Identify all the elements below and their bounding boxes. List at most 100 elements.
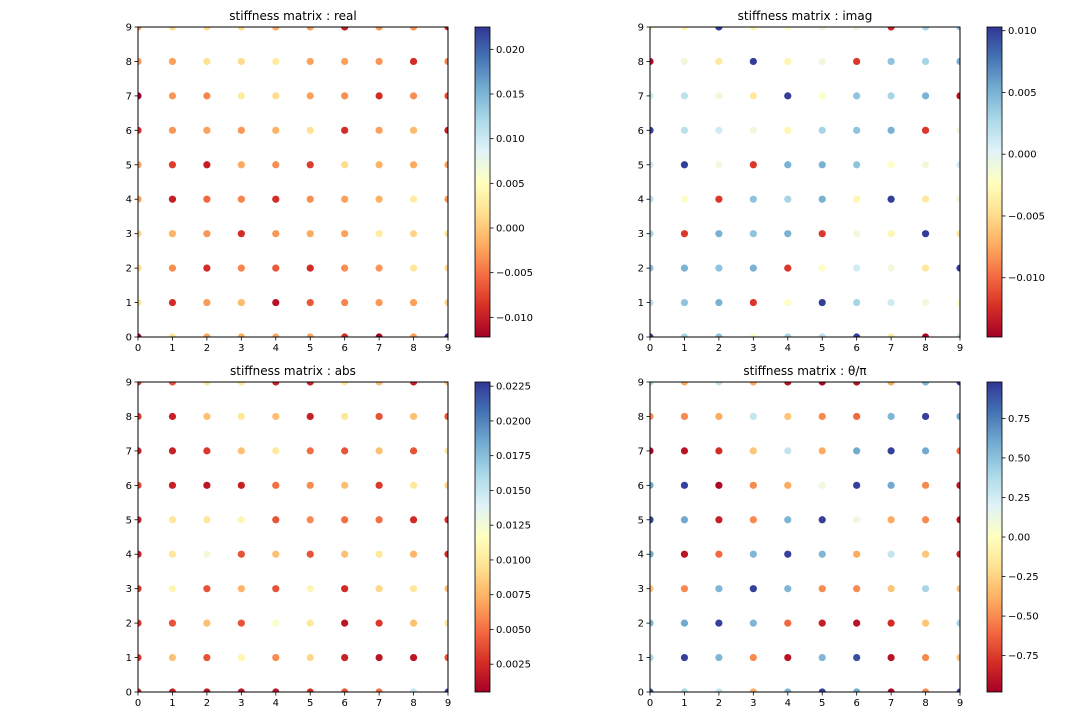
data-point	[341, 653, 349, 662]
data-point	[168, 653, 177, 662]
x-tick-label: 0	[135, 343, 141, 354]
data-point	[138, 447, 142, 455]
colorbar	[474, 26, 491, 338]
y-tick-label: 0	[126, 688, 132, 699]
data-point	[375, 333, 383, 337]
data-point	[168, 195, 177, 203]
data-point	[138, 550, 142, 558]
data-point	[375, 161, 383, 169]
y-tick-label: 5	[126, 515, 132, 526]
data-point	[444, 688, 448, 692]
data-point	[306, 230, 314, 238]
x-tick-label: 6	[341, 343, 347, 354]
data-point	[203, 412, 211, 421]
data-point	[341, 57, 349, 66]
data-point	[341, 27, 349, 31]
x-tick-label: 4	[785, 698, 791, 709]
data-point	[887, 382, 895, 386]
data-point	[680, 298, 689, 307]
x-tick-label: 0	[647, 343, 653, 354]
data-point	[237, 447, 245, 455]
data-point	[306, 447, 314, 455]
x-tick-label: 8	[410, 698, 416, 709]
data-point	[853, 264, 861, 272]
colorbar-tick-label: −0.005	[496, 268, 533, 279]
y-tick-label: 3	[638, 229, 644, 240]
x-tick-label: 0	[135, 698, 141, 709]
data-point	[341, 126, 349, 134]
data-point	[715, 264, 723, 272]
data-point	[650, 447, 654, 455]
data-point	[203, 195, 211, 203]
data-point	[306, 585, 314, 593]
data-point	[168, 516, 177, 524]
data-point	[237, 653, 245, 662]
data-point	[237, 298, 245, 307]
data-point	[203, 57, 211, 66]
data-point	[680, 516, 689, 524]
data-point	[306, 161, 314, 169]
data-point	[715, 57, 723, 66]
data-point	[887, 688, 895, 692]
data-point	[306, 57, 314, 66]
colorbar	[986, 26, 1003, 338]
data-point	[341, 585, 349, 593]
data-point	[237, 92, 245, 100]
data-point	[818, 195, 826, 203]
data-point	[409, 481, 418, 489]
data-point	[375, 619, 383, 627]
data-point	[341, 92, 349, 100]
y-tick-label: 6	[126, 126, 132, 137]
y-tick-label: 2	[638, 264, 644, 275]
y-tick-label: 7	[638, 446, 644, 457]
data-point	[650, 481, 654, 489]
data-point	[650, 126, 654, 134]
data-point	[168, 619, 177, 627]
y-tick-label: 2	[126, 264, 132, 275]
data-point	[784, 447, 792, 455]
data-point	[784, 585, 792, 593]
data-point	[650, 264, 654, 272]
data-point	[887, 161, 895, 169]
data-point	[272, 264, 280, 272]
data-point	[921, 688, 930, 692]
data-point	[375, 447, 383, 455]
data-point	[956, 688, 960, 692]
x-tick-label: 1	[681, 698, 687, 709]
y-tick-label: 2	[638, 619, 644, 630]
data-point	[272, 27, 280, 31]
colorbar-tick-label: −0.005	[1008, 211, 1045, 222]
data-point	[749, 382, 757, 386]
data-point	[203, 298, 211, 307]
data-point	[887, 653, 895, 662]
colorbar-tick-label: 0.0025	[496, 660, 531, 671]
data-point	[650, 92, 654, 100]
data-point	[341, 516, 349, 524]
data-point	[715, 619, 723, 627]
data-point	[341, 161, 349, 169]
y-tick-label: 8	[126, 412, 132, 423]
data-point	[715, 27, 723, 31]
data-point	[680, 382, 689, 386]
data-point	[853, 298, 861, 307]
data-point	[784, 619, 792, 627]
data-point	[784, 481, 792, 489]
data-point	[409, 230, 418, 238]
data-point	[168, 161, 177, 169]
data-point	[444, 382, 448, 386]
data-point	[650, 619, 654, 627]
data-point	[237, 333, 245, 337]
data-point	[237, 550, 245, 558]
data-point	[409, 688, 418, 692]
data-point	[444, 57, 448, 66]
data-point	[921, 516, 930, 524]
data-point	[203, 550, 211, 558]
data-point	[853, 619, 861, 627]
data-point	[887, 412, 895, 421]
data-points	[650, 382, 960, 692]
data-point	[853, 161, 861, 169]
x-tick-label: 7	[888, 343, 894, 354]
y-tick-label: 6	[638, 126, 644, 137]
x-tick-label: 2	[204, 343, 210, 354]
